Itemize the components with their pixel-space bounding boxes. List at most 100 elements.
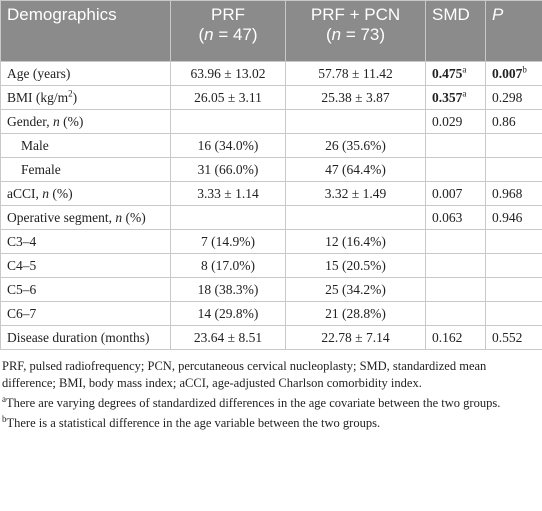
footnote: aThere are varying degrees of standardiz… <box>2 393 540 412</box>
table-cell: aCCI, n (%) <box>0 181 171 206</box>
text-run: b <box>522 64 527 75</box>
table-cell <box>425 301 486 326</box>
text-run: a <box>2 393 6 404</box>
table-cell: 21 (28.8%) <box>285 301 426 326</box>
table-cell: Operative segment, n (%) <box>0 205 171 230</box>
text-run: C5–6 <box>7 282 37 297</box>
text-run: b <box>2 413 7 424</box>
table-cell: 26.05 ± 3.11 <box>170 85 286 110</box>
text-run: (%) <box>59 114 84 129</box>
table-row: C5–6 18 (38.3%) 25 (34.2%) <box>0 277 542 302</box>
text-run: 0.968 <box>492 186 523 201</box>
table-cell: 31 (66.0%) <box>170 157 286 182</box>
text-run: 31 (66.0%) <box>197 162 259 177</box>
text-run: Male <box>21 138 49 153</box>
text-run: PRF + PCN <box>310 5 401 24</box>
table-cell <box>170 109 286 134</box>
table-cell: 25.38 ± 3.87 <box>285 85 426 110</box>
text-run: 0.162 <box>432 330 463 345</box>
table-cell: 0.063 <box>425 205 486 230</box>
table-row: C4–5 8 (17.0%) 15 (20.5%) <box>0 253 542 278</box>
text-run: Operative segment, <box>7 210 116 225</box>
text-run: 0.007 <box>492 66 523 81</box>
text-run: Demographics <box>7 5 117 24</box>
header-cell: P <box>485 0 542 62</box>
text-run: 3.33 ± 1.14 <box>197 186 259 201</box>
table-cell: 57.78 ± 11.42 <box>285 61 426 86</box>
header-cell: SMD <box>425 0 486 62</box>
text-run: 26 (35.6%) <box>325 138 386 153</box>
text-run: = 47) <box>213 25 258 44</box>
text-run: 0.946 <box>492 210 523 225</box>
text-run: 22.78 ± 7.14 <box>321 330 390 345</box>
text-run: n <box>204 25 214 44</box>
table-cell: 8 (17.0%) <box>170 253 286 278</box>
table-row: Female 31 (66.0%) 47 (64.4%) <box>0 157 542 182</box>
text-run: There are varying degrees of standardize… <box>6 396 501 410</box>
text-run: 0.475 <box>432 66 463 81</box>
table-cell <box>485 229 542 254</box>
table-cell: 0.029 <box>425 109 486 134</box>
footnote: PRF, pulsed radiofrequency; PCN, percuta… <box>2 358 540 392</box>
text-run: n <box>331 25 342 44</box>
text-run: 3.32 ± 1.49 <box>324 186 387 201</box>
text-run: a <box>462 64 467 75</box>
text-run: n <box>42 186 49 201</box>
table-cell: 0.007b <box>485 61 542 86</box>
table-cell <box>485 277 542 302</box>
table-body: Age (years) 63.96 ± 13.02 57.78 ± 11.42 0.4… <box>0 61 542 350</box>
table-cell: Male <box>0 133 171 158</box>
table-cell <box>485 253 542 278</box>
text-run: 14 (29.8%) <box>197 306 259 321</box>
text-run: ) <box>72 90 78 105</box>
text-run: 23.64 ± 8.51 <box>193 330 263 345</box>
table-cell: 0.475a <box>425 61 486 86</box>
table-row: Age (years) 63.96 ± 13.02 57.78 ± 11.42 0.4… <box>0 61 542 86</box>
table-cell: 0.86 <box>485 109 542 134</box>
table-cell: 15 (20.5%) <box>285 253 426 278</box>
text-run: 0.552 <box>492 330 523 345</box>
text-run: Age (years) <box>7 66 71 81</box>
footnote: bThere is a statistical difference in th… <box>2 413 540 432</box>
text-run: 57.78 ± 11.42 <box>318 66 393 81</box>
table-cell: 63.96 ± 13.02 <box>170 61 286 86</box>
table-cell: 47 (64.4%) <box>285 157 426 182</box>
table-cell: 22.78 ± 7.14 <box>285 325 426 350</box>
table-cell: 3.32 ± 1.49 <box>285 181 426 206</box>
text-run: (%) <box>122 210 146 225</box>
text-run: SMD <box>432 5 470 24</box>
text-run: 8 (17.0%) <box>201 258 255 273</box>
text-run: C3–4 <box>7 234 37 249</box>
text-run: 12 (16.4%) <box>325 234 386 249</box>
text-run: 0.007 <box>432 186 463 201</box>
header-cell: PRF + PCN (n = 73) <box>285 0 426 62</box>
text-run: 18 (38.3%) <box>197 282 259 297</box>
text-run: 21 (28.8%) <box>325 306 386 321</box>
table-cell: Female <box>0 157 171 182</box>
demographics-table: Demographics PRF (n = 47) PRF + PCN (n = 73)… <box>0 0 542 350</box>
text-run: Gender, <box>7 114 53 129</box>
table-cell: 18 (38.3%) <box>170 277 286 302</box>
table-cell: 0.946 <box>485 205 542 230</box>
table-row: Disease duration (months) 23.64 ± 8.51 22.… <box>0 325 542 350</box>
table-cell: C6–7 <box>0 301 171 326</box>
table-cell: C3–4 <box>0 229 171 254</box>
table-cell: 16 (34.0%) <box>170 133 286 158</box>
table-cell: 0.298 <box>485 85 542 110</box>
table-cell <box>425 277 486 302</box>
text-run: P <box>492 5 504 24</box>
text-run: 16 (34.0%) <box>197 138 259 153</box>
table-cell <box>170 205 286 230</box>
text-run: Disease duration (months) <box>7 330 150 345</box>
table-row: C3–4 7 (14.9%) 12 (16.4%) <box>0 229 542 254</box>
table-cell: C5–6 <box>0 277 171 302</box>
text-run: PRF <box>211 5 245 24</box>
table-row: Operative segment, n (%) 0.063 0.946 <box>0 205 542 230</box>
text-run: There is a statistical difference in the… <box>6 416 381 430</box>
text-run: 15 (20.5%) <box>325 258 386 273</box>
table-cell <box>285 205 426 230</box>
text-run: 0.029 <box>432 114 463 129</box>
text-run: 2 <box>68 88 73 99</box>
table-cell: BMI (kg/m2) <box>0 85 171 110</box>
table-cell <box>425 157 486 182</box>
